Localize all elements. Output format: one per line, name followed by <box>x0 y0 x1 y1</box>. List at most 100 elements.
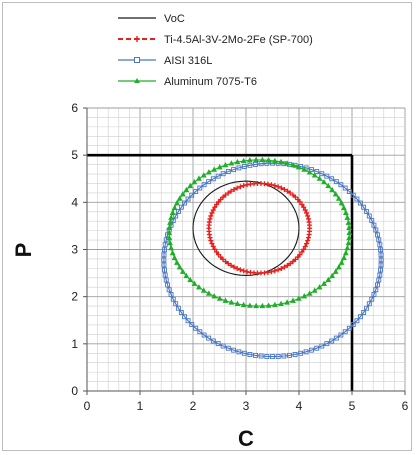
data-point <box>222 161 229 168</box>
data-point <box>234 266 240 272</box>
data-point <box>369 218 375 223</box>
data-point <box>168 292 174 297</box>
data-point <box>169 209 176 215</box>
data-point <box>275 184 281 190</box>
data-point <box>278 185 284 191</box>
data-point <box>332 268 339 274</box>
data-point <box>241 164 247 169</box>
data-point <box>284 160 290 166</box>
data-point <box>324 341 330 347</box>
data-point <box>161 267 167 273</box>
data-point <box>265 157 272 163</box>
data-point <box>246 157 253 163</box>
data-point <box>264 353 270 359</box>
data-point <box>378 247 384 253</box>
legend-label: Aluminum 7075-T6 <box>164 76 257 88</box>
data-point <box>284 299 290 305</box>
data-point <box>346 229 353 236</box>
series-layer <box>161 156 384 360</box>
data-point <box>308 347 314 353</box>
data-point <box>179 268 186 274</box>
data-point <box>374 282 380 288</box>
legend-label: AISI 316L <box>164 55 212 67</box>
data-point <box>231 186 237 192</box>
data-point <box>338 200 345 206</box>
data-point <box>329 176 335 182</box>
x-tick-label: 3 <box>243 399 250 413</box>
data-point <box>189 192 195 198</box>
data-point <box>299 202 305 208</box>
data-point <box>290 259 296 265</box>
data-point <box>231 264 237 270</box>
data-point <box>345 239 352 246</box>
data-point <box>298 350 304 356</box>
data-point <box>162 272 168 278</box>
data-point <box>240 301 247 308</box>
data-point <box>174 259 180 265</box>
x-tick-label: 1 <box>137 399 144 413</box>
series-line <box>163 162 382 358</box>
data-point <box>187 182 194 189</box>
data-point <box>284 262 290 268</box>
data-point <box>378 262 384 268</box>
data-point <box>176 195 183 201</box>
data-point <box>234 300 241 307</box>
series-3 <box>161 160 384 360</box>
data-point <box>178 310 184 315</box>
data-point <box>304 241 310 247</box>
legend-item-4: Aluminum 7075-T6 <box>118 76 257 88</box>
data-point <box>268 182 274 188</box>
data-point <box>321 178 327 185</box>
y-tick-label: 6 <box>71 101 78 115</box>
data-point <box>201 332 207 338</box>
data-point <box>325 276 332 283</box>
data-point <box>278 158 284 165</box>
data-point <box>376 277 382 283</box>
data-point <box>207 235 213 241</box>
series-1 <box>192 180 300 276</box>
data-point <box>183 186 190 193</box>
data-point <box>201 182 207 188</box>
data-point <box>335 195 342 201</box>
data-point <box>295 164 302 170</box>
data-point <box>373 287 379 293</box>
data-point <box>191 178 198 185</box>
data-point <box>371 222 377 228</box>
data-point <box>305 238 311 244</box>
data-point <box>179 191 186 197</box>
data-point <box>346 224 353 230</box>
data-point <box>271 157 278 164</box>
data-point <box>228 188 234 194</box>
data-point <box>373 227 379 233</box>
data-point <box>306 169 313 175</box>
data-point <box>178 204 184 210</box>
data-point <box>342 249 349 256</box>
data-point <box>350 322 356 328</box>
data-point <box>220 256 226 262</box>
data-point <box>305 213 311 219</box>
data-point <box>171 204 178 211</box>
x-tick-label: 5 <box>349 399 356 413</box>
data-point <box>346 325 352 331</box>
x-tick-label: 2 <box>190 399 197 413</box>
data-point <box>187 276 194 283</box>
data-point <box>253 156 260 163</box>
data-point <box>162 242 168 248</box>
data-point <box>163 277 169 283</box>
data-point <box>303 349 309 355</box>
data-point <box>253 352 258 358</box>
data-point <box>378 267 384 273</box>
y-tick-label: 0 <box>71 384 78 398</box>
data-point <box>258 353 264 359</box>
data-point <box>369 296 375 302</box>
data-point <box>220 171 226 177</box>
data-point <box>377 242 383 248</box>
data-point <box>281 264 287 270</box>
legend-item-2: Ti-4.5Al-3V-2Mo-2Fe (SP-700) <box>118 34 313 46</box>
data-point <box>167 239 173 246</box>
data-point <box>361 204 367 210</box>
series-line <box>192 180 300 276</box>
data-point <box>290 297 296 303</box>
data-point <box>272 183 278 189</box>
